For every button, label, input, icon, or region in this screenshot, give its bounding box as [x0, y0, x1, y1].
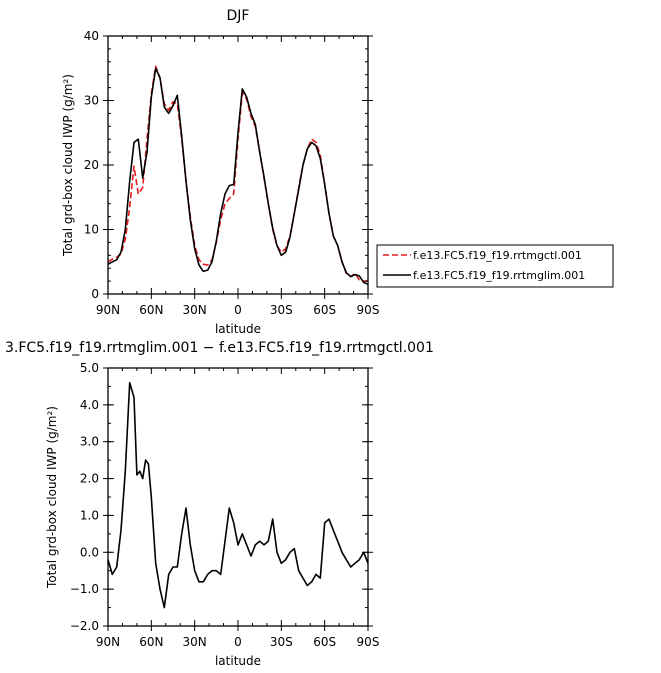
- x-axis-title: latitude: [215, 322, 261, 336]
- legend-box: [376, 244, 614, 288]
- x-tick-label: 30S: [270, 635, 293, 649]
- legend-label-1: f.e13.FC5.f19_f19.rrtmgctl.001: [413, 249, 582, 262]
- x-tick-label: 30N: [183, 635, 207, 649]
- x-tick-label: 90N: [96, 635, 120, 649]
- x-tick-label: 0: [234, 635, 242, 649]
- x-tick-label: 30N: [183, 303, 207, 317]
- series-line-2: [107, 67, 369, 286]
- chart-panel-1: DJF 90N 60N 30N 0 30S 60S 90S 0 10 20 30 40 latitude T…: [61, 8, 614, 336]
- series-line-1: [107, 65, 368, 282]
- x-tick-label: 0: [234, 303, 242, 317]
- y-tick-label: 4.0: [80, 398, 99, 412]
- x-tick-label: 60S: [313, 635, 336, 649]
- y-tick-label: 3.0: [80, 435, 99, 449]
- y-axis-title: Total grd-box cloud IWP (g/m²): [45, 406, 59, 589]
- legend-label-2: f.e13.FC5.f19_f19.rrtmglim.001: [413, 269, 585, 282]
- plot-frame: [107, 367, 369, 627]
- y-tick-label: 2.0: [80, 472, 99, 486]
- legend: f.e13.FC5.f19_f19.rrtmgctl.001 f.e13.FC5.…: [376, 244, 614, 288]
- x-tick-label: 30S: [270, 303, 293, 317]
- y-tick-label: 40: [84, 29, 99, 43]
- x-tick-label: 90S: [357, 303, 380, 317]
- y-tick-label: 30: [84, 94, 99, 108]
- y-tick-label: 0.0: [80, 545, 99, 559]
- y-tick-label: 0: [91, 287, 99, 301]
- x-tick-label: 60N: [139, 635, 163, 649]
- chart-title: 3.FC5.f19_f19.rrtmglim.001 − f.e13.FC5.f…: [5, 340, 434, 356]
- x-tick-label: 60N: [139, 303, 163, 317]
- y-tick-label: 5.0: [80, 361, 99, 375]
- x-axis-title: latitude: [215, 654, 261, 668]
- series-line-1: [107, 381, 369, 609]
- x-tick-label: 90S: [357, 635, 380, 649]
- y-tick-label: 10: [84, 223, 99, 237]
- y-tick-label: 1.0: [80, 508, 99, 522]
- x-tick-label: 60S: [313, 303, 336, 317]
- y-tick-label: −2.0: [70, 619, 99, 633]
- chart-panel-2: 3.FC5.f19_f19.rrtmglim.001 − f.e13.FC5.f…: [5, 340, 434, 668]
- y-tick-label: 20: [84, 158, 99, 172]
- y-tick-label: −1.0: [70, 582, 99, 596]
- chart-title: DJF: [227, 8, 250, 24]
- y-axis-title: Total grd-box cloud IWP (g/m²): [61, 74, 75, 257]
- plot-frame: [107, 35, 369, 295]
- x-tick-label: 90N: [96, 303, 120, 317]
